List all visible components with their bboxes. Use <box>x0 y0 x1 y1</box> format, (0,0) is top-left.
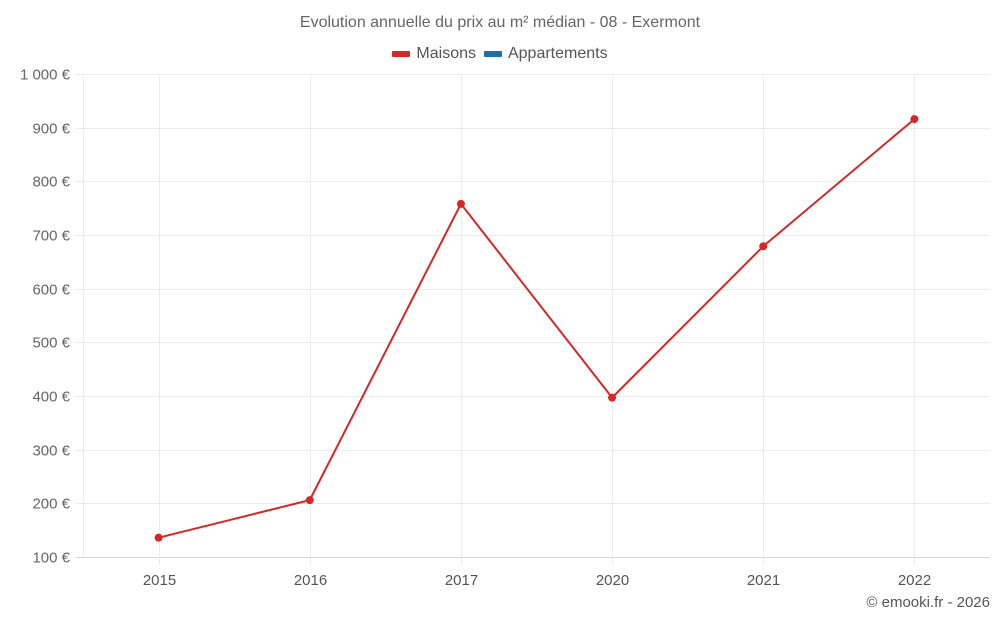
x-tick-label: 2021 <box>747 572 780 589</box>
y-axis: 100 € 200 € 300 € 400 € 500 € 600 € 700 € 800 €… <box>20 67 71 567</box>
y-tick-label: 500 € <box>32 335 70 352</box>
data-point[interactable] <box>456 199 465 208</box>
legend-label-maisons: Maisons <box>416 45 476 62</box>
data-point[interactable] <box>759 242 768 251</box>
legend-label-appartements: Appartements <box>507 45 608 62</box>
x-axis: 2015 2016 2017 2020 2021 2022 <box>143 572 931 589</box>
y-tick-label: 300 € <box>32 443 70 460</box>
y-tick-label: 600 € <box>32 282 70 299</box>
y-tick-label: 900 € <box>32 121 70 138</box>
credit: © emooki.fr - 2026 <box>866 594 990 611</box>
y-tick-label: 100 € <box>32 550 70 567</box>
x-tick-label: 2022 <box>898 572 931 589</box>
y-tick-label: 400 € <box>32 389 70 406</box>
x-tick-label: 2020 <box>596 572 629 589</box>
x-tick-label: 2017 <box>445 572 478 589</box>
legend-item-appartements[interactable]: Appartements <box>483 45 608 63</box>
y-tick-label: 200 € <box>32 496 70 513</box>
appartements-swatch-icon <box>483 51 502 57</box>
chart-title: Evolution annuelle du prix au m² médian … <box>299 14 701 31</box>
data-point[interactable] <box>910 115 919 124</box>
y-tick-label: 1 000 € <box>20 67 71 84</box>
x-tick-label: 2016 <box>294 572 327 589</box>
legend: Maisons Appartements <box>0 45 1000 63</box>
data-point[interactable] <box>305 496 314 505</box>
x-tick-label: 2015 <box>143 572 176 589</box>
gridlines <box>75 74 990 565</box>
data-point[interactable] <box>154 533 163 542</box>
data-point[interactable] <box>608 393 617 402</box>
maisons-swatch-icon <box>392 51 411 57</box>
y-tick-label: 800 € <box>32 174 70 191</box>
series-maisons <box>154 115 919 542</box>
y-tick-label: 700 € <box>32 228 70 245</box>
legend-item-maisons[interactable]: Maisons <box>392 45 476 63</box>
